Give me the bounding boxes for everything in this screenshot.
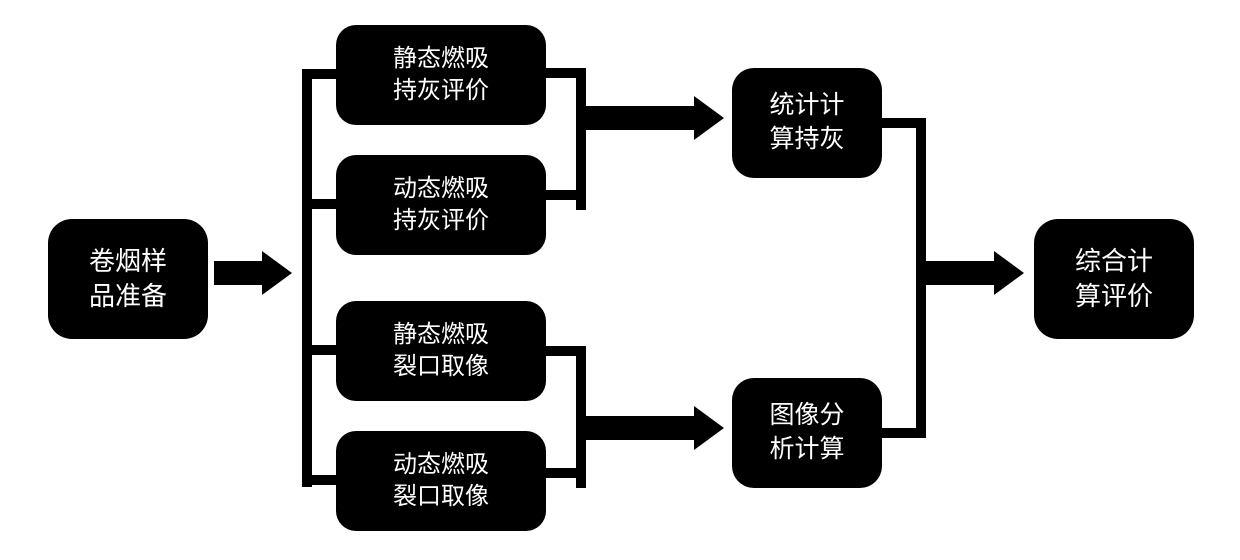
- node-comprehensive-eval: 综合计 算评价: [1034, 219, 1194, 339]
- right-vbar: [916, 118, 926, 438]
- arrow-lower-to-image: [586, 406, 724, 450]
- node-image-analysis-compute: 图像分 析计算: [732, 378, 882, 488]
- fanout-vbar: [302, 69, 312, 487]
- fanout-branch-4: [302, 475, 336, 485]
- node-static-crack-image: 静态燃吸 裂口取像: [336, 301, 546, 401]
- arrow-upper-to-stat: [586, 96, 724, 140]
- node-stat-compute-ash: 统计计 算持灰: [732, 68, 882, 178]
- lower-tail-b1: [546, 346, 586, 356]
- node-static-ash-eval: 静态燃吸 持灰评价: [336, 25, 546, 125]
- lower-tail-vbar: [576, 346, 586, 488]
- fanout-branch-3: [302, 345, 336, 355]
- flowchart-canvas: 卷烟样 品准备 静态燃吸 持灰评价 动态燃吸 持灰评价 静态燃吸 裂口取像 动态…: [0, 0, 1240, 560]
- node-sample-prep: 卷烟样 品准备: [48, 219, 208, 339]
- upper-tail-b2: [546, 190, 586, 200]
- node-dynamic-ash-eval: 动态燃吸 持灰评价: [336, 155, 546, 255]
- lower-tail-b2: [546, 468, 586, 478]
- fanout-branch-1: [302, 69, 336, 79]
- node-dynamic-crack-image: 动态燃吸 裂口取像: [336, 431, 546, 531]
- upper-tail-vbar: [576, 68, 586, 210]
- arrow-to-comprehensive: [926, 251, 1024, 295]
- fanout-branch-2: [302, 199, 336, 209]
- arrow-prep-to-branches: [214, 251, 292, 295]
- upper-tail-b1: [546, 68, 586, 78]
